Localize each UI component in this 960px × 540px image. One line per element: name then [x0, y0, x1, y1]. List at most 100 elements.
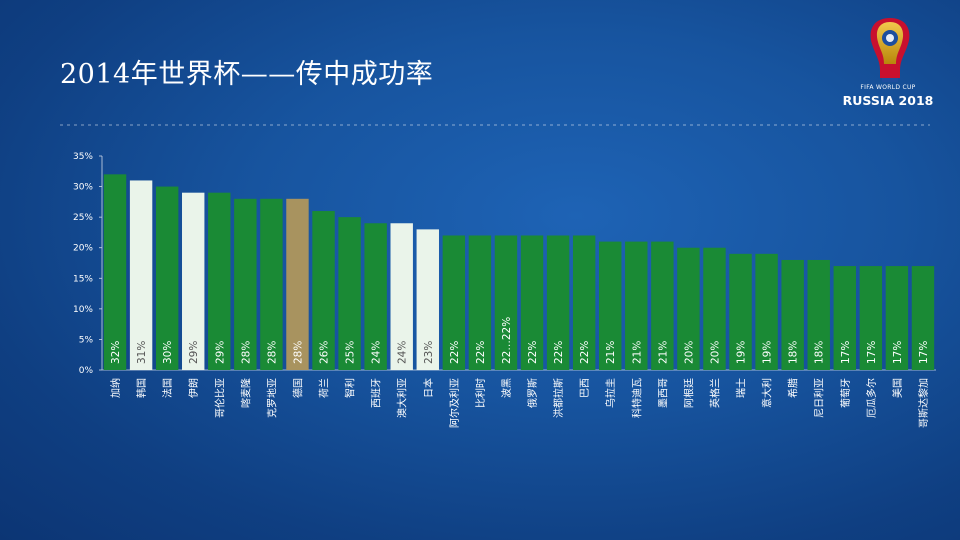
bar: [155, 186, 179, 370]
bar-value-label: 22%: [553, 341, 565, 364]
bar: [468, 235, 492, 370]
y-tick-label: 15%: [73, 274, 93, 284]
category-label: 哥斯达黎加: [917, 378, 930, 428]
category-label: 阿根廷: [682, 378, 695, 408]
bar: [885, 266, 909, 370]
bar-value-label: 20%: [683, 341, 695, 364]
bar-value-label: 24%: [371, 341, 383, 364]
bar: [859, 266, 883, 370]
bar-value-label: 29%: [188, 341, 200, 364]
category-label: 哥伦比亚: [213, 378, 226, 418]
logo-title: RUSSIA 2018: [842, 93, 934, 108]
category-label: 瑞士: [735, 378, 748, 398]
y-tick-label: 5%: [79, 335, 94, 345]
bar: [390, 223, 413, 370]
bar: [833, 266, 856, 370]
bar: [416, 229, 439, 370]
bar: [703, 247, 726, 370]
bar: [312, 211, 335, 370]
bar: [599, 241, 622, 370]
bar: [182, 192, 205, 370]
bar-value-label: 32%: [110, 341, 122, 364]
bar: [729, 253, 752, 370]
bar: [494, 235, 518, 370]
category-label: 尼日利亚: [814, 378, 826, 418]
title-divider: [60, 124, 930, 126]
bar-value-label: 28%: [292, 341, 304, 364]
bar-value-label: 22%: [475, 341, 487, 364]
bar-value-label: 19%: [762, 341, 774, 364]
category-label: 乌拉圭: [604, 378, 617, 408]
bar: [234, 198, 257, 370]
world-cup-logo-icon: [870, 18, 910, 82]
bar-value-label: 21%: [657, 341, 669, 364]
bar: [260, 198, 283, 370]
category-label: 喀麦隆: [239, 378, 252, 408]
bar: [911, 266, 935, 370]
bar: [625, 241, 648, 370]
bar-value-label: 23%: [423, 341, 435, 364]
category-label: 洪都拉斯: [552, 378, 565, 418]
category-label: 英格兰: [708, 378, 721, 408]
category-label: 荷兰: [318, 378, 331, 398]
y-tick-label: 0%: [79, 366, 94, 376]
slide-title: 2014年世界杯——传中成功率: [60, 59, 434, 90]
bar-value-label: 21%: [631, 341, 643, 364]
category-label: 希腊: [787, 378, 800, 398]
bar-value-label: 22%: [449, 341, 461, 364]
bar: [208, 192, 231, 370]
category-label: 智利: [344, 378, 357, 398]
category-label: 法国: [161, 378, 174, 398]
bar-value-label: 22%: [579, 341, 591, 364]
category-label: 波黑: [500, 378, 513, 398]
logo-subtitle: FIFA WORLD CUP: [860, 84, 916, 91]
bar-value-label: 18%: [814, 341, 826, 364]
bar: [807, 259, 830, 370]
bar: [651, 241, 674, 370]
bar-value-label: 17%: [866, 341, 878, 364]
category-label: 科特迪瓦: [630, 378, 643, 418]
category-label: 意大利: [761, 378, 774, 408]
bar-value-label: 19%: [736, 341, 748, 364]
category-label: 墨西哥: [657, 378, 669, 408]
bar-value-label: 20%: [709, 341, 721, 364]
y-tick-label: 30%: [73, 183, 93, 193]
bar-value-label: 22%: [527, 341, 539, 364]
category-label: 韩国: [135, 378, 148, 398]
category-label: 西班牙: [371, 378, 383, 408]
y-tick-label: 10%: [73, 305, 93, 315]
category-label: 美国: [891, 378, 904, 398]
bar-value-label: 25%: [345, 341, 357, 364]
bar-value-label: 31%: [136, 341, 148, 364]
category-label: 加纳: [109, 378, 122, 398]
y-tick-label: 25%: [73, 213, 93, 223]
bar-value-label: 22…22%: [501, 317, 513, 364]
category-label: 俄罗斯: [526, 378, 539, 408]
bar-value-label: 17%: [892, 341, 904, 364]
bar: [338, 217, 361, 370]
bar-value-label: 21%: [605, 341, 617, 364]
bar: [781, 259, 804, 370]
category-label: 克罗地亚: [265, 378, 278, 418]
bar: [364, 223, 387, 370]
category-label: 葡萄牙: [839, 378, 852, 408]
bar-value-label: 18%: [788, 341, 800, 364]
bar-value-label: 29%: [214, 341, 226, 364]
bar-value-label: 28%: [266, 341, 278, 364]
bar: [286, 198, 309, 370]
bar: [103, 174, 127, 370]
category-label: 伊朗: [188, 378, 200, 398]
bar-value-label: 24%: [397, 341, 409, 364]
bar-value-label: 28%: [240, 341, 252, 364]
bar-value-label: 30%: [162, 341, 174, 364]
category-label: 巴西: [579, 378, 591, 398]
category-label: 日本: [422, 378, 435, 398]
bar-value-label: 17%: [918, 341, 930, 364]
category-label: 澳大利亚: [396, 378, 409, 418]
bar-value-label: 26%: [319, 341, 331, 364]
category-label: 德国: [291, 378, 304, 398]
bar: [755, 253, 778, 370]
y-tick-label: 20%: [73, 244, 93, 254]
bar: [442, 235, 466, 370]
